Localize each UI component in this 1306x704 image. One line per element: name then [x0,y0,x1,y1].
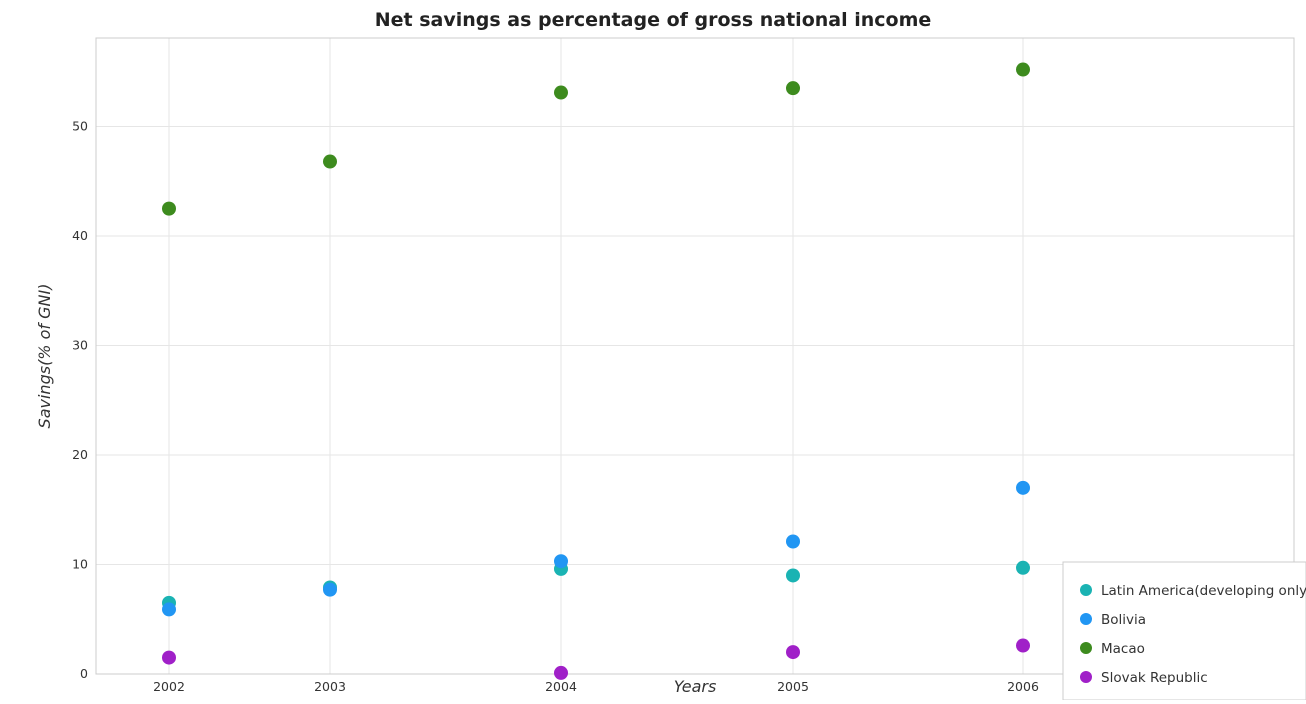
y-tick-label: 10 [72,557,88,572]
grid [96,38,1294,675]
legend-marker-macao [1080,642,1092,654]
data-point-bolivia [554,554,568,569]
y-axis-label: Savings(% of GNI) [35,284,54,429]
x-axis-label: Years [674,677,717,696]
x-tick-label: 2004 [545,679,577,694]
data-points [162,62,1030,680]
y-tick-label: 50 [72,119,88,134]
data-point-macao [162,201,176,216]
legend-box [1062,561,1306,701]
legend: Latin America(developing only) Bolivia M… [1062,561,1306,701]
data-point-macao [323,154,337,169]
data-point-bolivia [1016,480,1030,495]
data-point-macao [554,85,568,100]
legend-marker-slovak-republic [1080,671,1092,683]
y-tick-labels: 0 10 20 30 40 50 [72,119,88,682]
plot-area-border [95,37,1295,675]
data-point-slovak-republic [1016,638,1030,653]
data-point-bolivia [323,582,337,597]
legend-label-bolivia: Bolivia [1101,612,1146,628]
data-point-bolivia [786,534,800,549]
data-point-latin-america-developing-only [1016,560,1030,575]
y-tick-label: 20 [72,447,88,462]
legend-marker-latin-america [1080,584,1092,596]
chart-title: Net savings as percentage of gross natio… [375,9,932,31]
x-tick-label: 2006 [1007,679,1039,694]
y-tick-label: 40 [72,228,88,243]
data-point-bolivia [162,602,176,617]
data-point-slovak-republic [162,650,176,665]
data-point-slovak-republic [786,645,800,660]
x-tick-label: 2002 [153,679,185,694]
x-tick-labels: 2002 2003 2004 2005 2006 [153,679,1039,694]
y-tick-label: 30 [72,338,88,353]
data-point-macao [1016,62,1030,77]
data-point-slovak-republic [554,665,568,680]
x-tick-label: 2005 [777,679,809,694]
x-tick-label: 2003 [314,679,346,694]
legend-marker-bolivia [1080,613,1092,625]
legend-label-macao: Macao [1101,641,1145,657]
legend-label-latin-america: Latin America(developing only) [1101,583,1306,599]
legend-label-slovak-republic: Slovak Republic [1101,670,1208,686]
data-point-latin-america-developing-only [786,568,800,583]
data-point-macao [786,81,800,96]
y-tick-label: 0 [80,666,88,681]
